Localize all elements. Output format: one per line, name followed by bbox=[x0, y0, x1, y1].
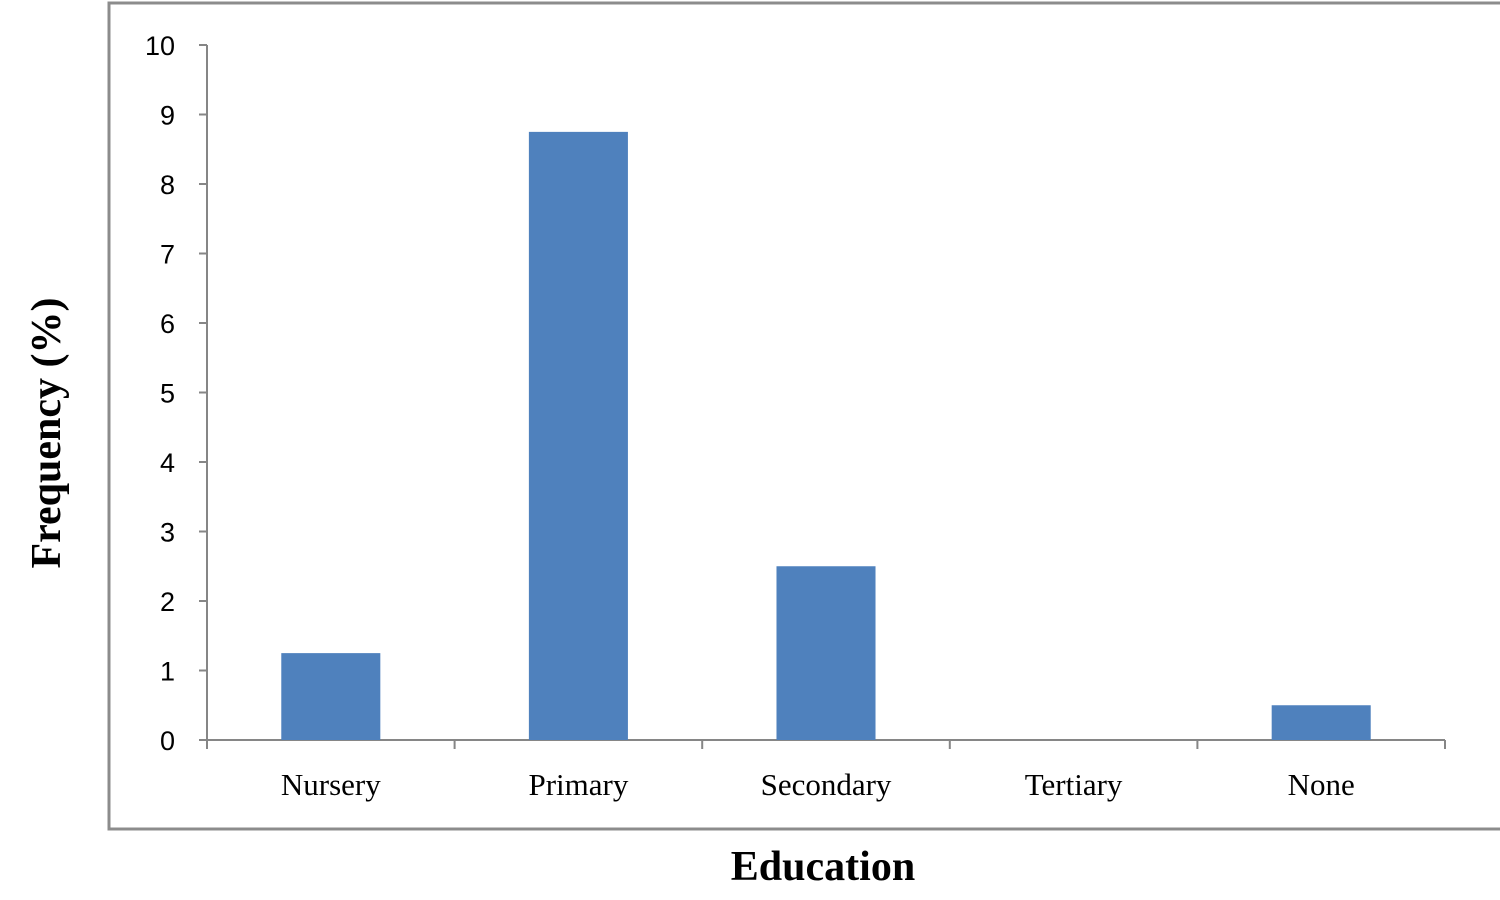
bar-nursery bbox=[281, 653, 381, 740]
y-axis-title: Frequency (%) bbox=[24, 297, 70, 568]
bar-secondary bbox=[776, 566, 876, 740]
y-tick-label: 2 bbox=[160, 587, 175, 617]
plot-area: 0 1 2 3 4 5 6 7 8 9 10 Nursery Primary Secondary Terti… bbox=[145, 31, 1446, 802]
y-tick-label: 5 bbox=[160, 379, 175, 409]
y-tick-label: 8 bbox=[160, 170, 175, 200]
y-tick-label: 3 bbox=[160, 518, 175, 548]
x-tick-label-primary: Primary bbox=[528, 767, 628, 802]
y-tick-label: 1 bbox=[160, 657, 175, 687]
y-tick-label: 6 bbox=[160, 309, 175, 339]
y-tick-label: 4 bbox=[160, 448, 175, 478]
y-tick-label: 9 bbox=[160, 101, 175, 131]
x-tick-label-none: None bbox=[1288, 767, 1355, 802]
y-tick-label: 0 bbox=[160, 726, 175, 756]
x-tick-label-nursery: Nursery bbox=[281, 767, 381, 802]
y-tick-label: 7 bbox=[160, 240, 175, 270]
x-tick-label-secondary: Secondary bbox=[761, 767, 892, 802]
bar-primary bbox=[528, 131, 628, 740]
x-tick-label-tertiary: Tertiary bbox=[1025, 767, 1123, 802]
bar-none bbox=[1271, 705, 1371, 740]
x-axis-title: Education bbox=[731, 844, 915, 890]
y-tick-label: 10 bbox=[145, 31, 175, 61]
